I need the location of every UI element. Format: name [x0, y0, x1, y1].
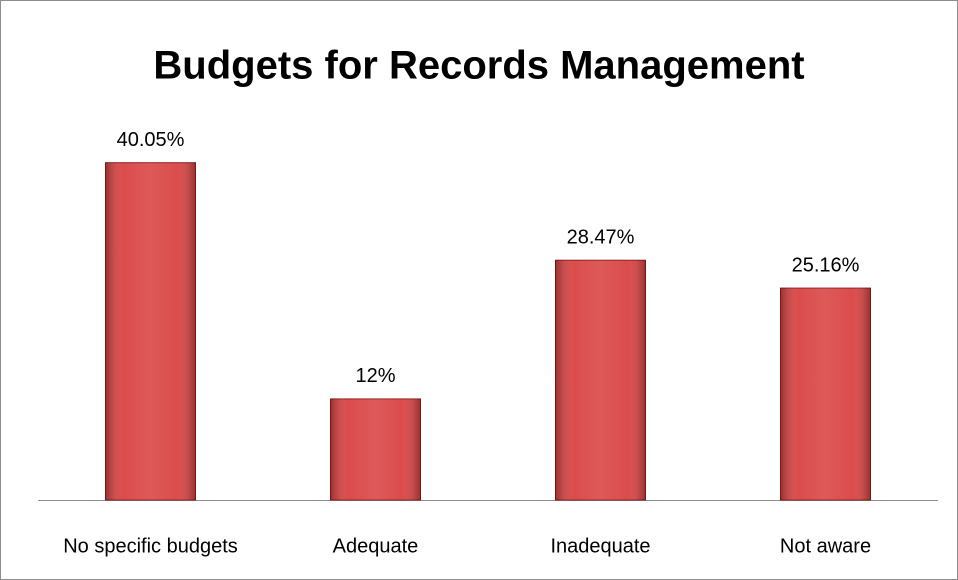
bar — [105, 162, 196, 501]
value-label: 12% — [355, 365, 395, 387]
value-label: 40.05% — [117, 129, 185, 151]
chart-title: Budgets for Records Management — [153, 44, 804, 88]
bar — [330, 398, 421, 501]
bar — [780, 287, 871, 501]
value-label: 28.47% — [567, 227, 635, 249]
x-tick-label: Adequate — [333, 535, 419, 557]
value-label: 25.16% — [792, 254, 860, 276]
x-tick-label: Inadequate — [550, 535, 650, 557]
x-tick-label: No specific budgets — [63, 535, 238, 557]
x-tick-label: Not aware — [780, 535, 871, 557]
bar — [555, 259, 646, 501]
